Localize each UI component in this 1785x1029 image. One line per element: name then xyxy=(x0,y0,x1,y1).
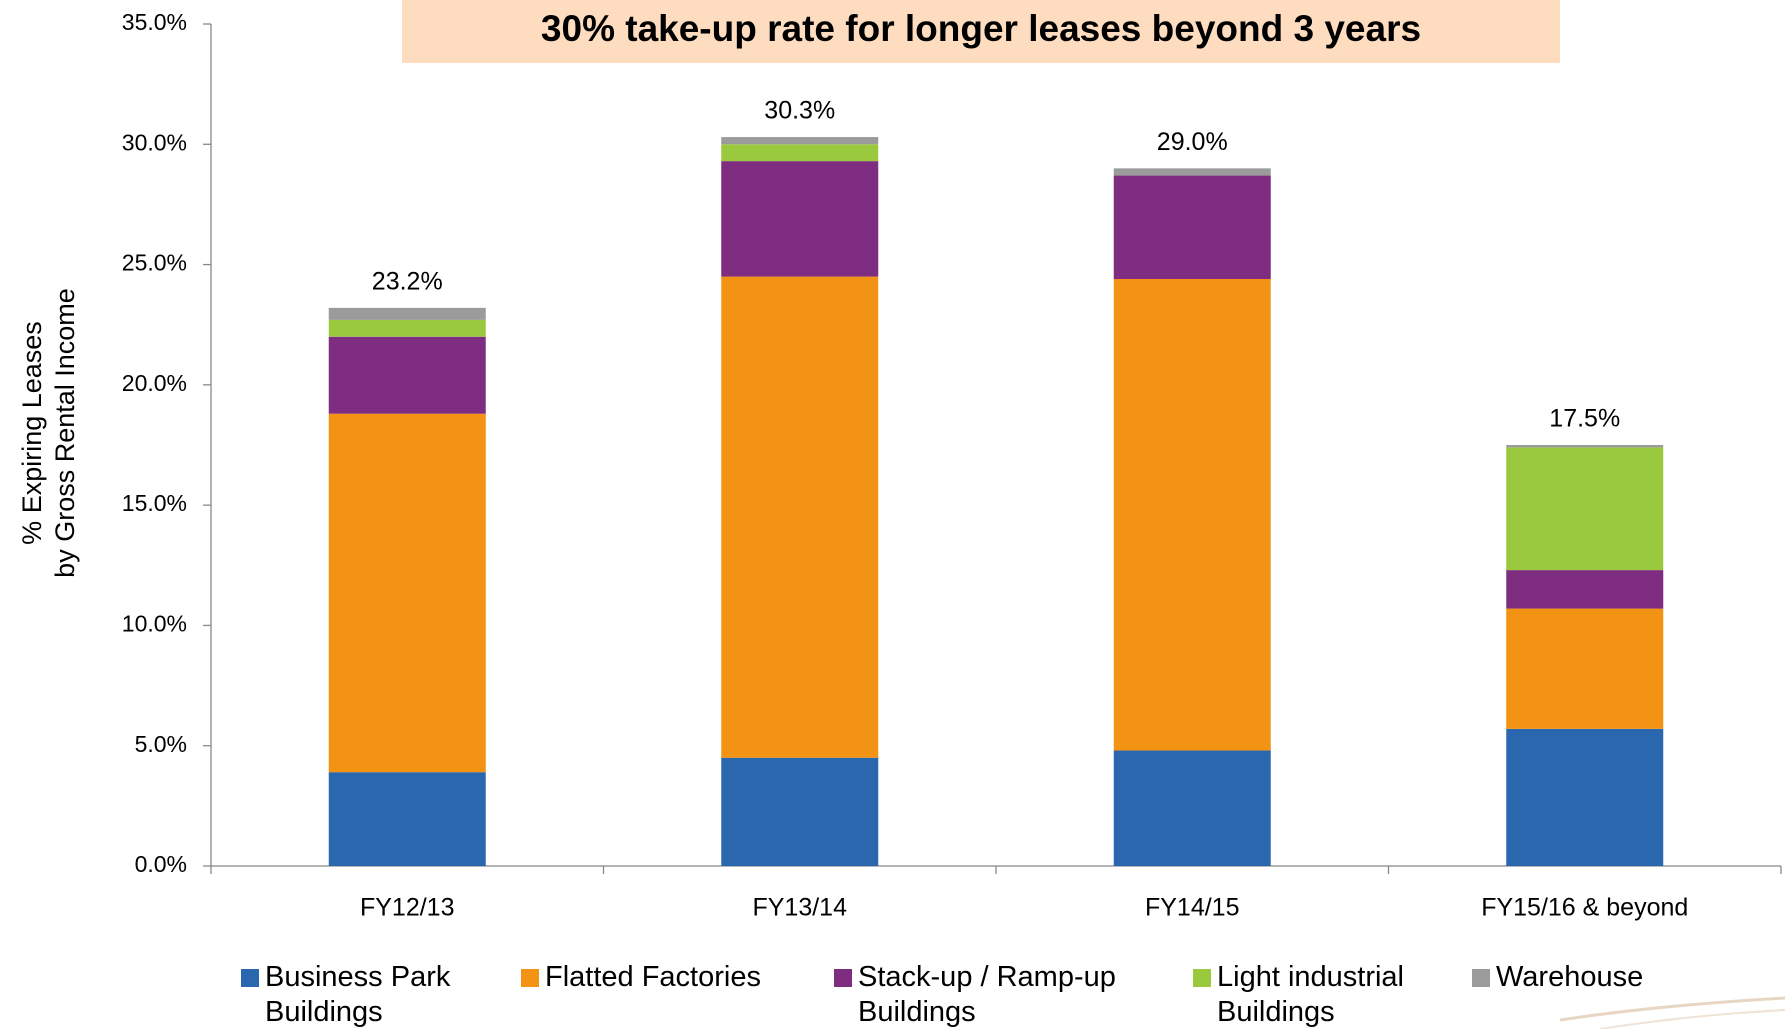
bar-segment xyxy=(328,307,486,320)
legend-label: Flatted Factories xyxy=(545,961,761,993)
bar-segment xyxy=(1506,570,1664,609)
legend-swatch xyxy=(1472,969,1490,987)
legend-item: Light industrial Buildings xyxy=(1193,960,1463,1029)
legend-swatch xyxy=(834,969,852,987)
bar-segment xyxy=(328,319,486,337)
bar-segment xyxy=(328,772,486,866)
legend-item: Flatted Factories xyxy=(521,960,811,995)
legend-label: Light industrial Buildings xyxy=(1217,961,1404,1028)
y-tick-label: 25.0% xyxy=(122,250,187,276)
bar-segment xyxy=(1506,447,1664,571)
bar-segment xyxy=(1113,279,1271,751)
y-tick-label: 20.0% xyxy=(122,370,187,396)
title-box xyxy=(402,0,1560,63)
x-tick-label: FY12/13 xyxy=(360,894,455,922)
x-tick-label: FY13/14 xyxy=(752,894,847,922)
legend-swatch xyxy=(521,969,539,987)
chart-title: 30% take-up rate for longer leases beyon… xyxy=(541,8,1421,49)
x-tick-label: FY14/15 xyxy=(1145,894,1240,922)
bar-segment xyxy=(1506,728,1664,866)
bar-segment xyxy=(1113,168,1271,176)
total-label: 30.3% xyxy=(764,97,835,125)
total-label: 29.0% xyxy=(1157,128,1228,156)
legend-label: Stack-up / Ramp-up Buildings xyxy=(858,961,1116,1028)
y-tick-label: 30.0% xyxy=(122,129,187,155)
bar-segment xyxy=(721,144,879,162)
legend-label: Warehouse xyxy=(1496,961,1644,993)
bar-segment xyxy=(721,161,879,277)
total-label: 23.2% xyxy=(372,267,443,295)
bar-segment xyxy=(721,137,879,145)
bar-segment xyxy=(721,276,879,758)
bar-segment xyxy=(328,336,486,414)
y-tick-label: 35.0% xyxy=(122,9,187,35)
decoration xyxy=(1559,996,1785,1022)
legend-swatch xyxy=(241,969,259,987)
decoration xyxy=(1599,1009,1785,1029)
bar-segment xyxy=(1506,445,1664,448)
x-tick-label: FY15/16 & beyond xyxy=(1481,894,1688,922)
legend-item: Stack-up / Ramp-up Buildings xyxy=(834,960,1164,1029)
y-tick-label: 15.0% xyxy=(122,490,187,516)
legend-item: Business Park Buildings xyxy=(241,960,481,1029)
legend-swatch xyxy=(1193,969,1211,987)
bar-segment xyxy=(721,757,879,866)
bar-segment xyxy=(328,413,486,773)
y-axis-label: by Gross Rental Income xyxy=(50,288,80,578)
bar-segment xyxy=(1113,175,1271,280)
y-axis-label: % Expiring Leases xyxy=(17,321,47,545)
bar-segment xyxy=(1113,750,1271,866)
y-tick-label: 5.0% xyxy=(135,731,187,757)
y-tick-label: 0.0% xyxy=(135,851,187,877)
legend-item: Warehouse xyxy=(1472,960,1672,995)
y-tick-label: 10.0% xyxy=(122,611,187,637)
bar-segment xyxy=(1506,608,1664,729)
total-label: 17.5% xyxy=(1549,405,1620,433)
legend-label: Business Park Buildings xyxy=(265,961,451,1028)
